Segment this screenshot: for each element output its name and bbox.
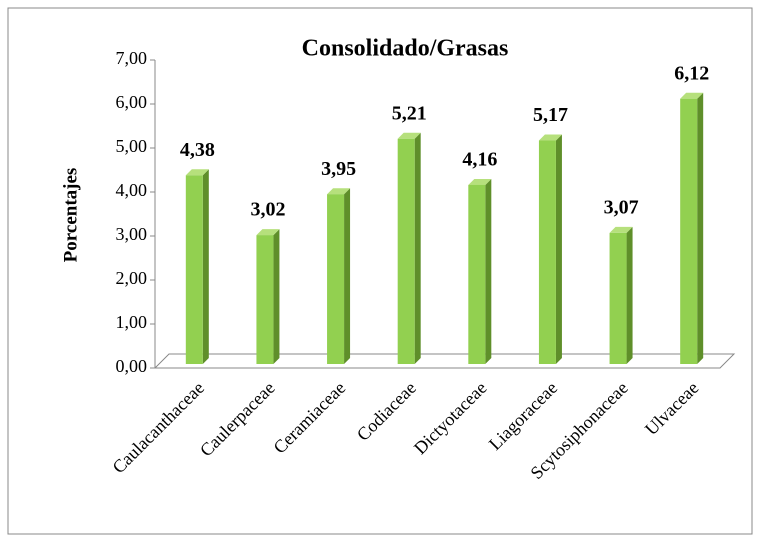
bar <box>680 98 698 364</box>
bar <box>538 140 556 364</box>
y-tick-label: 5,00 <box>116 136 148 156</box>
y-tick-label: 1,00 <box>116 312 148 332</box>
bar <box>609 232 627 364</box>
bar-side <box>414 132 421 364</box>
bar <box>327 194 345 364</box>
value-label: 5,17 <box>533 104 568 126</box>
y-tick-label: 7,00 <box>116 48 148 68</box>
value-label: 3,07 <box>604 197 639 219</box>
value-label: 5,21 <box>392 102 427 124</box>
bar-top <box>609 226 633 233</box>
bar-top <box>538 134 562 141</box>
y-tick-label: 0,00 <box>116 356 148 376</box>
value-label: 3,02 <box>250 199 285 221</box>
bar-top <box>397 132 421 139</box>
value-label: 3,95 <box>321 158 356 180</box>
bar <box>256 235 274 364</box>
bar-top <box>327 188 351 195</box>
bar-top <box>680 92 704 99</box>
chart-title: Consolidado/Grasas <box>302 36 509 62</box>
y-tick-label: 4,00 <box>116 180 148 200</box>
y-axis-label: Porcentajes <box>60 168 81 263</box>
bar-side <box>626 226 633 364</box>
y-tick-label: 2,00 <box>116 268 148 288</box>
value-label: 4,16 <box>462 149 497 171</box>
bar <box>185 175 203 364</box>
bar-top <box>256 229 280 236</box>
bar-side <box>485 178 492 364</box>
value-label: 6,12 <box>674 62 709 84</box>
y-tick-label: 3,00 <box>116 224 148 244</box>
bar <box>397 138 415 364</box>
y-tick-label: 6,00 <box>116 92 148 112</box>
bar <box>468 184 486 364</box>
bar-side <box>344 188 351 364</box>
bar-side <box>273 229 280 364</box>
bar-side <box>202 169 209 364</box>
floor <box>153 353 736 369</box>
bar-side <box>555 134 562 364</box>
value-label: 4,38 <box>180 139 215 161</box>
bar-top <box>468 178 492 185</box>
bar-top <box>185 169 209 176</box>
bar-side <box>697 92 704 364</box>
